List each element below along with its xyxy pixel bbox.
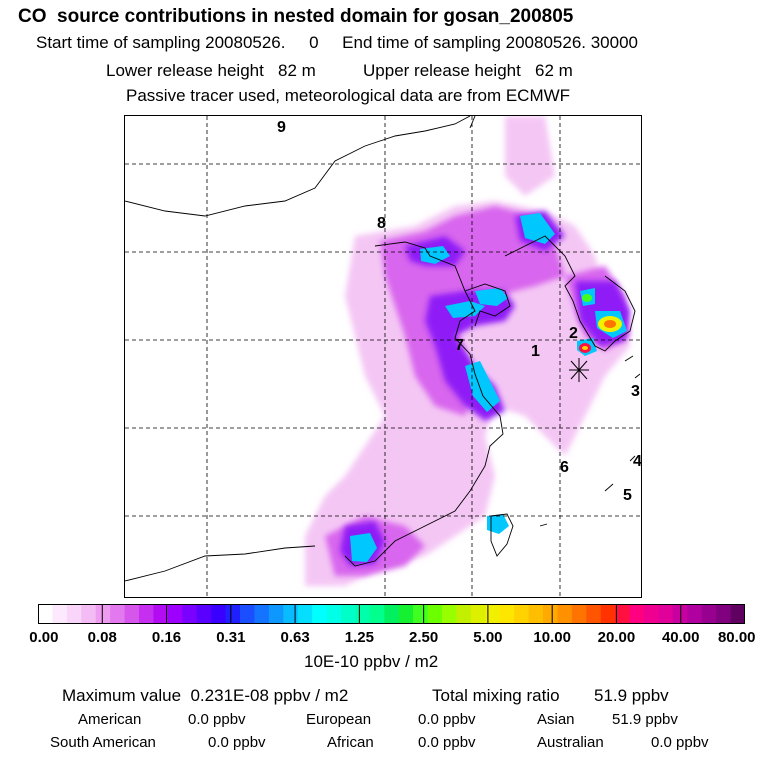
colorbar-cell: [139, 604, 154, 624]
region-value-european: 0.0 ppbv: [418, 711, 476, 728]
colorbar-cell: [211, 604, 227, 624]
colorbar-tick-label: 1.25: [344, 629, 374, 646]
colorbar-cell: [586, 604, 602, 624]
colorbar-cell: [326, 604, 342, 624]
colorbar: [38, 604, 745, 624]
colorbar-cell: [240, 604, 255, 624]
colorbar-cell: [341, 604, 356, 624]
region-name-australian: Australian: [537, 734, 604, 751]
colorbar-cell: [427, 604, 443, 624]
colorbar-cell: [369, 604, 385, 624]
traj-label-9: 9: [277, 119, 286, 136]
colorbar-tick-label: 0.08: [87, 629, 117, 646]
colorbar-cell: [629, 604, 645, 624]
colorbar-cell: [268, 604, 284, 624]
coastlines: [125, 116, 641, 582]
colorbar-cell: [254, 604, 270, 624]
lat-lon-grid: [125, 116, 641, 597]
colorbar-cell: [644, 604, 659, 624]
tracer-info-line: Passive tracer used, meteorological data…: [126, 86, 571, 105]
colorbar-cell: [442, 604, 457, 624]
colorbar-cell: [297, 604, 313, 624]
traj-label-6: 6: [560, 459, 569, 476]
region-value-south-american: 0.0 ppbv: [208, 734, 266, 751]
total-mixing-value: 51.9 ppbv: [594, 686, 669, 705]
colorbar-cell: [110, 604, 126, 624]
traj-label-1: 1: [531, 343, 540, 360]
colorbar-cell: [543, 604, 558, 624]
colorbar-cell: [384, 604, 400, 624]
colorbar-cell: [52, 604, 68, 624]
colorbar-cell: [95, 604, 111, 624]
colorbar-cell: [182, 604, 198, 624]
region-name-european: European: [306, 711, 372, 728]
traj-label-3: 3: [631, 383, 640, 400]
colorbar-tick-label: 5.00: [473, 629, 503, 646]
map-panel: 1 2 3 4 5 6 7 8 9: [124, 115, 642, 598]
colorbar-cell: [615, 604, 631, 624]
colorbar-cell: [124, 604, 140, 624]
colorbar-cell: [716, 604, 732, 624]
traj-label-8: 8: [377, 215, 386, 232]
colorbar-tick-label: 0.00: [29, 629, 59, 646]
colorbar-cell: [153, 604, 169, 624]
release-height-line: Lower release height 82 m Upper release …: [106, 61, 573, 80]
colorbar-cell: [355, 604, 371, 624]
colorbar-tick-label: 40.00: [661, 629, 700, 646]
colorbar-tick-label: 2.50: [409, 629, 439, 646]
colorbar-cell: [658, 604, 674, 624]
colorbar-cell: [730, 604, 745, 624]
traj-label-5: 5: [623, 487, 632, 504]
traj-label-4: 4: [633, 453, 642, 470]
colorbar-cell: [571, 604, 587, 624]
colorbar-cell: [485, 604, 501, 624]
colorbar-tick-label: 0.63: [280, 629, 310, 646]
colorbar-cell: [398, 604, 414, 624]
colorbar-cell: [499, 604, 515, 624]
colorbar-cell: [470, 604, 486, 624]
colorbar-cell: [283, 604, 299, 624]
colorbar-tick-label: 20.00: [597, 629, 636, 646]
colorbar-cell: [312, 604, 328, 624]
colorbar-cell: [528, 604, 544, 624]
colorbar-tick-label: 0.16: [151, 629, 182, 646]
traj-label-7: 7: [455, 337, 464, 354]
colorbar-cell: [167, 604, 183, 624]
colorbar-cell: [66, 604, 82, 624]
colorbar-cell: [557, 604, 573, 624]
plot-title: CO source contributions in nested domain…: [18, 6, 574, 27]
sampling-time-line: Start time of sampling 20080526. 0 End t…: [36, 33, 638, 52]
colorbar-cell: [225, 604, 241, 624]
region-value-african: 0.0 ppbv: [418, 734, 476, 751]
colorbar-cell: [196, 604, 212, 624]
region-name-american: American: [78, 711, 142, 728]
region-name-asian: Asian: [537, 711, 575, 728]
colorbar-cell: [687, 604, 703, 624]
colorbar-cell: [38, 604, 53, 624]
max-value: Maximum value 0.231E-08 ppbv / m2: [62, 686, 349, 705]
colorbar-tick-label: 10.00: [533, 629, 571, 646]
colorbar-cell: [413, 604, 429, 624]
colorbar-units: 10E-10 ppbv / m2: [304, 652, 439, 671]
colorbar-tick-label: 0.31: [216, 629, 246, 646]
traj-label-2: 2: [569, 325, 578, 342]
colorbar-cell: [600, 604, 616, 624]
region-name-african: African: [327, 734, 374, 751]
plume-hotspot: [579, 294, 622, 353]
region-value-australian: 0.0 ppbv: [651, 734, 709, 751]
total-mixing-label: Total mixing ratio: [432, 686, 560, 705]
colorbar-cell: [514, 604, 530, 624]
plume-peak: [350, 213, 627, 562]
colorbar-cell: [456, 604, 472, 624]
colorbar-tick-label: 80.00: [717, 629, 756, 646]
region-value-asian: 51.9 ppbv: [612, 711, 678, 728]
region-name-south-american: South American: [50, 734, 156, 751]
receptor-star: [569, 358, 589, 382]
colorbar-cell: [701, 604, 717, 624]
map-canvas: 1 2 3 4 5 6 7 8 9: [125, 116, 642, 597]
colorbar-cell: [81, 604, 97, 624]
region-value-american: 0.0 ppbv: [188, 711, 246, 728]
